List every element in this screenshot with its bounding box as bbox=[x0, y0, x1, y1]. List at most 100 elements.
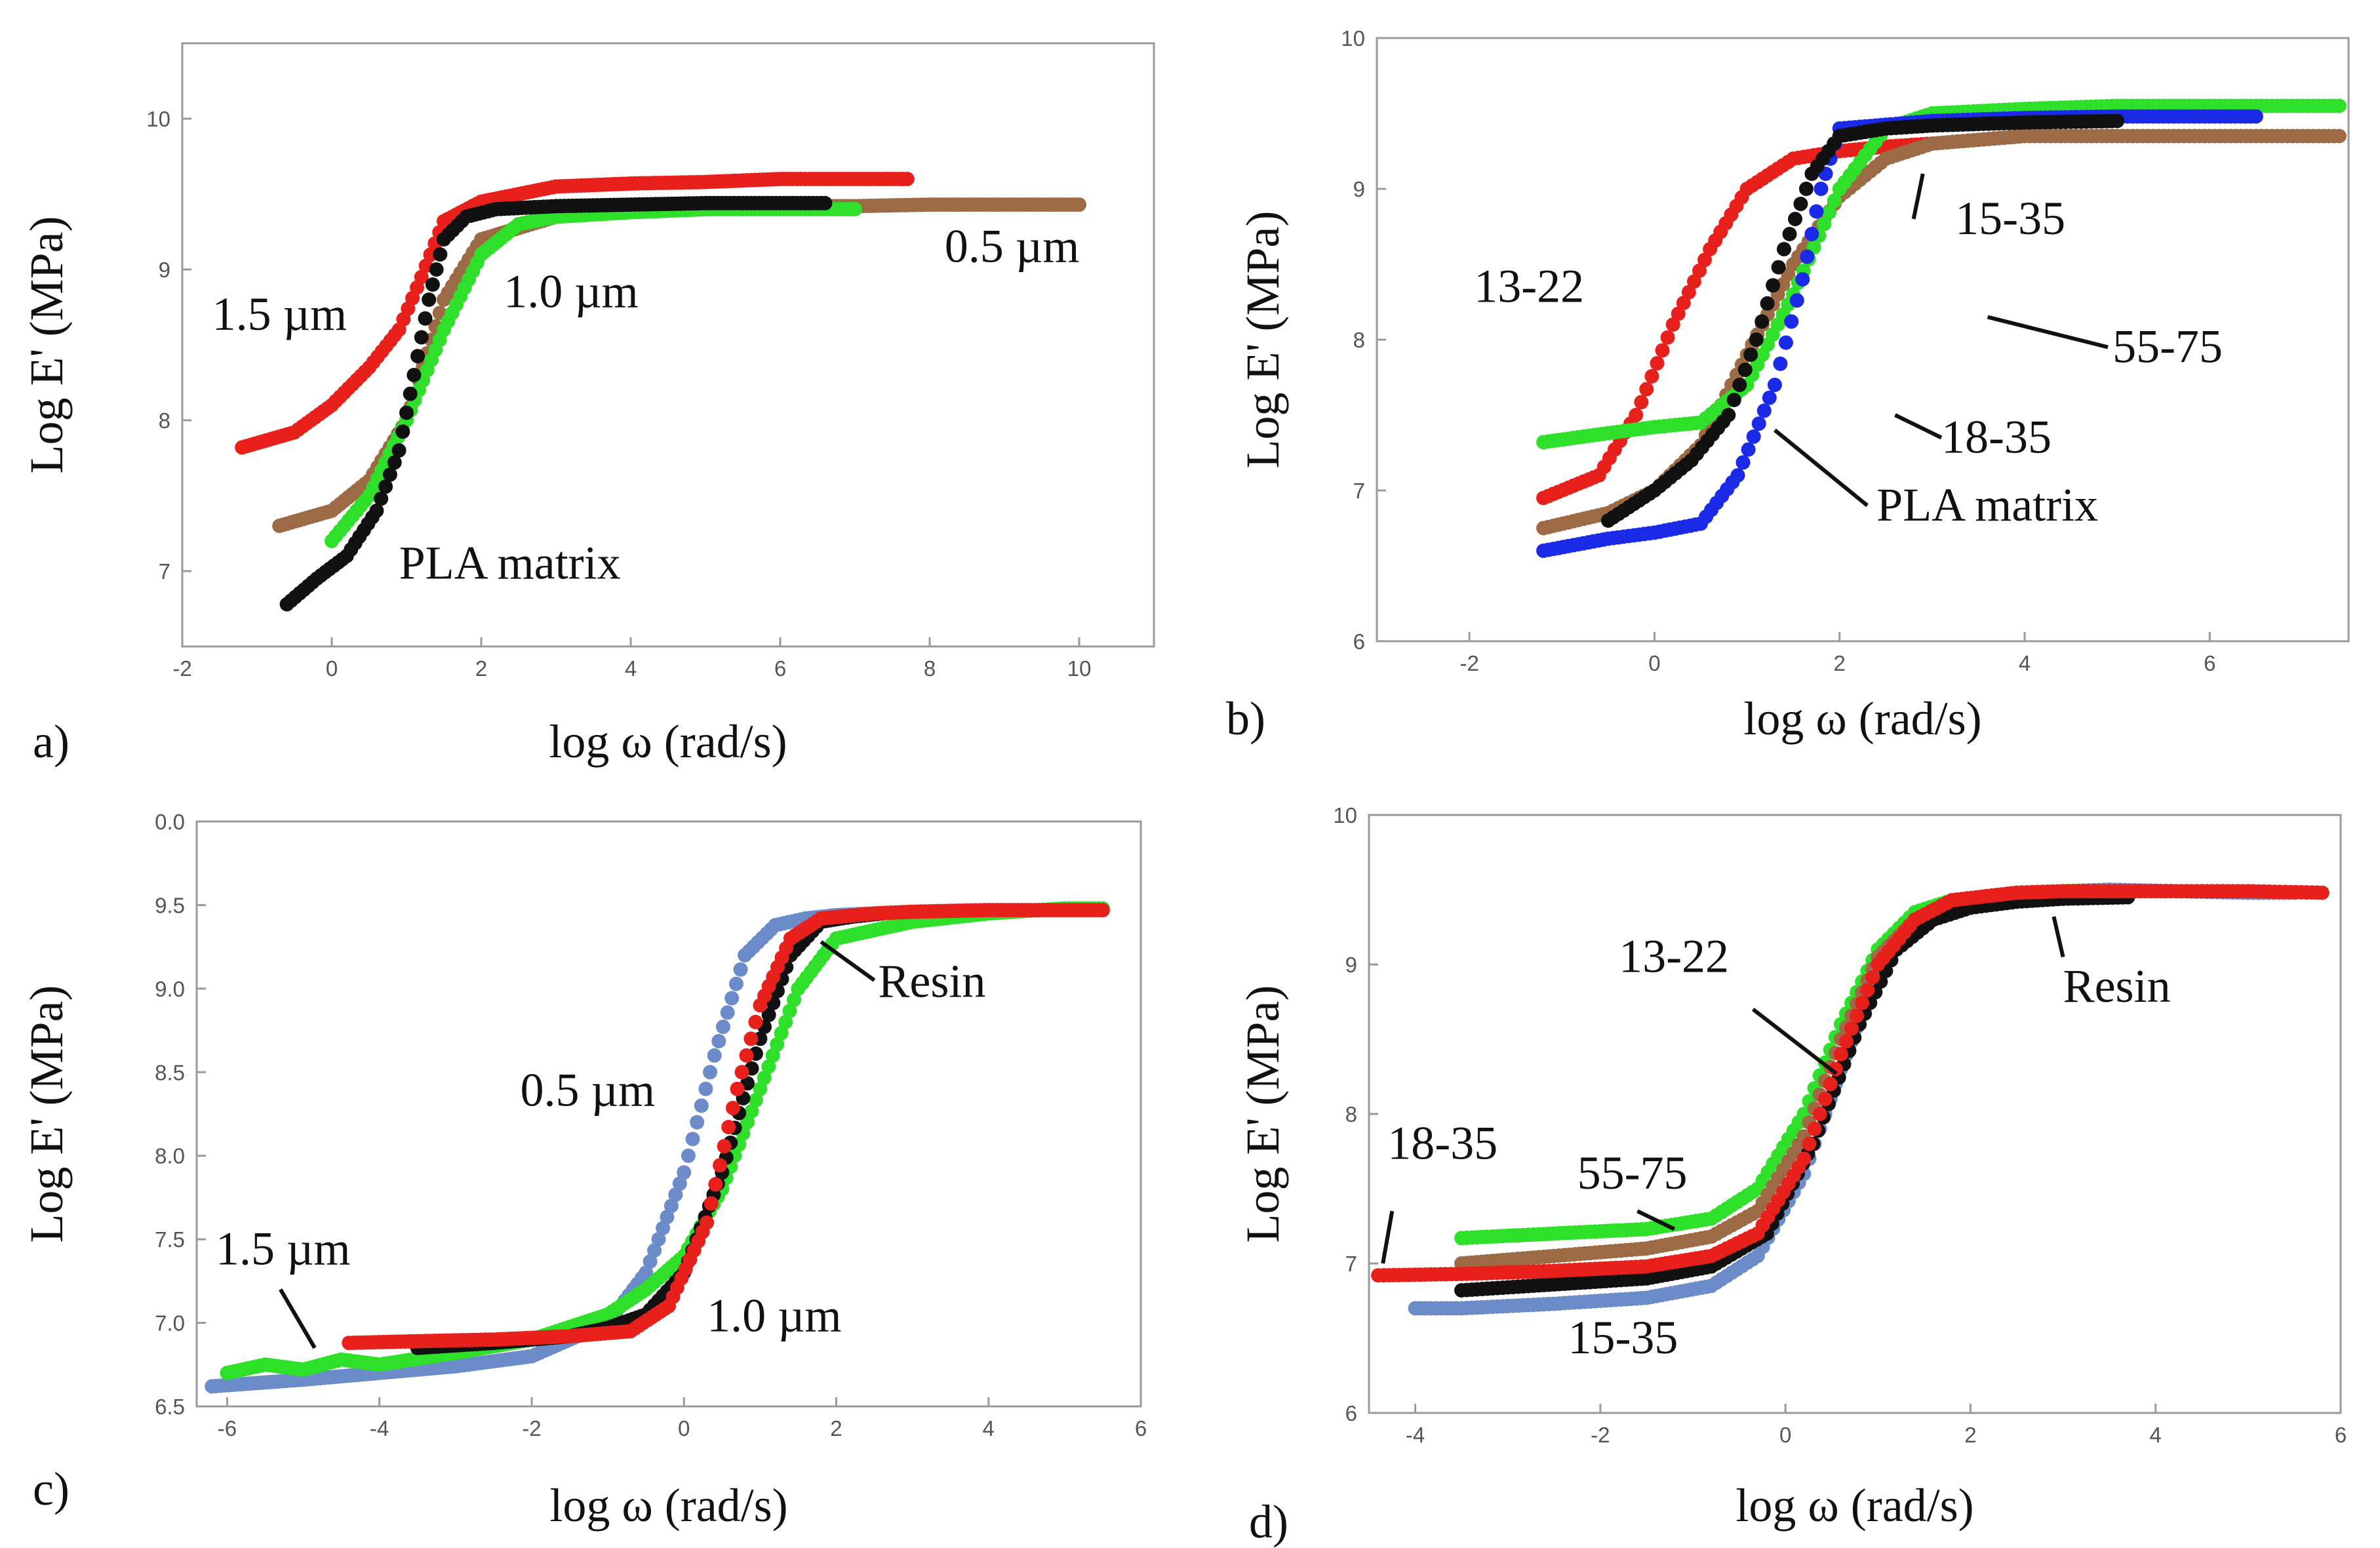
data-point bbox=[1762, 390, 1777, 405]
series-1-0-m bbox=[342, 903, 1110, 1351]
data-point bbox=[1773, 356, 1788, 371]
annotation-label: 13-22 bbox=[1474, 260, 1584, 313]
data-point bbox=[739, 1048, 754, 1063]
data-point bbox=[422, 292, 437, 307]
x-tick-label: -6 bbox=[218, 1416, 237, 1440]
data-point bbox=[770, 1037, 785, 1052]
panel-c: -6 -4 -2 0 2 4 6 6.5 7.0 7.5 8.0 8.5 9.0 9.5 0.0 log ω … bbox=[20, 810, 1147, 1532]
data-point bbox=[730, 1081, 745, 1096]
data-point bbox=[414, 330, 429, 345]
data-point bbox=[1730, 468, 1745, 483]
data-point bbox=[1833, 1046, 1848, 1062]
y-axis-title: Log E' (MPa) bbox=[20, 216, 73, 474]
annotation-label: 13-22 bbox=[1619, 930, 1729, 982]
data-point bbox=[1800, 249, 1815, 264]
data-point bbox=[1789, 293, 1804, 308]
data-point bbox=[787, 992, 801, 1007]
annotation-label: 0.5 µm bbox=[945, 220, 1080, 273]
data-point bbox=[651, 1232, 666, 1247]
y-tick-label: 8 bbox=[1345, 1102, 1357, 1126]
data-point bbox=[717, 1139, 732, 1154]
data-point bbox=[1732, 378, 1747, 392]
annotation-label: PLA matrix bbox=[1876, 479, 2098, 531]
annotation-label: Resin bbox=[2063, 960, 2171, 1012]
data-point bbox=[672, 1176, 687, 1191]
x-tick-label: -2 bbox=[522, 1416, 541, 1440]
data-point bbox=[639, 1265, 654, 1280]
data-point bbox=[369, 504, 384, 518]
data-point bbox=[1855, 995, 1870, 1010]
data-point bbox=[900, 172, 915, 186]
annotation-label: PLA matrix bbox=[399, 537, 621, 589]
x-tick-label: 6 bbox=[774, 656, 786, 681]
x-tick-label: -2 bbox=[172, 656, 191, 681]
data-point bbox=[748, 1092, 763, 1107]
x-tick-label: 6 bbox=[2204, 651, 2215, 675]
data-point bbox=[1807, 1121, 1822, 1136]
data-point bbox=[744, 1031, 759, 1046]
callout-line bbox=[1636, 1209, 1676, 1231]
data-point bbox=[1860, 983, 1875, 998]
series-18-35 bbox=[1371, 884, 2330, 1283]
y-tick-label: 10 bbox=[1333, 803, 1357, 827]
data-point bbox=[1793, 197, 1808, 211]
data-point bbox=[721, 1120, 736, 1134]
annotation-label: 15-35 bbox=[1568, 1311, 1678, 1364]
data-point bbox=[1737, 363, 1753, 377]
data-point bbox=[704, 1196, 719, 1211]
x-tick-label: 2 bbox=[1964, 1423, 1976, 1447]
data-point bbox=[677, 1165, 692, 1180]
data-point bbox=[708, 1177, 723, 1192]
data-point bbox=[1798, 182, 1814, 196]
y-tick-label: 7 bbox=[159, 559, 170, 584]
y-tick-label: 8 bbox=[159, 408, 170, 433]
data-point bbox=[778, 1014, 793, 1029]
y-tick-label: 6 bbox=[1353, 629, 1365, 654]
panel-d: -4 -2 0 2 4 6 6 7 8 9 10 log ω (rad/s) Log E' (MPa) d… bbox=[1237, 803, 2347, 1548]
data-point bbox=[685, 1132, 700, 1147]
data-point bbox=[698, 1081, 713, 1096]
y-tick-label: 7.5 bbox=[155, 1227, 185, 1252]
data-point bbox=[740, 1115, 755, 1130]
data-point bbox=[1660, 330, 1675, 345]
data-point bbox=[707, 1048, 722, 1063]
x-tick-label: 4 bbox=[983, 1416, 995, 1440]
data-point bbox=[818, 195, 833, 210]
data-point bbox=[1686, 274, 1701, 289]
data-point bbox=[2331, 129, 2347, 144]
data-point bbox=[1766, 278, 1781, 293]
data-point bbox=[643, 1254, 658, 1269]
y-tick-label: 9 bbox=[1353, 177, 1365, 201]
data-point bbox=[1749, 332, 1764, 347]
y-tick-label: 8 bbox=[1353, 328, 1365, 352]
data-point bbox=[724, 991, 740, 1006]
y-tick-label: 8.5 bbox=[155, 1060, 185, 1084]
data-point bbox=[1676, 296, 1691, 311]
data-point bbox=[774, 1025, 789, 1041]
data-point bbox=[713, 1158, 727, 1173]
data-point bbox=[782, 1003, 797, 1018]
annotation-label: 1.0 µm bbox=[707, 1289, 842, 1341]
data-point bbox=[410, 349, 426, 364]
x-tick-label: 2 bbox=[830, 1416, 842, 1440]
x-tick-label: -4 bbox=[370, 1416, 389, 1440]
panel-label-b: b) bbox=[1226, 692, 1265, 745]
panel-label-d: d) bbox=[1249, 1496, 1288, 1548]
annotation-label: 15-35 bbox=[1955, 192, 2065, 245]
x-tick-label: 0 bbox=[1648, 651, 1660, 675]
data-point bbox=[1681, 285, 1696, 300]
data-point bbox=[1671, 306, 1686, 321]
data-point bbox=[694, 1098, 709, 1113]
x-tick-label: 0 bbox=[326, 656, 338, 681]
data-point bbox=[2331, 98, 2347, 113]
data-point bbox=[1812, 1107, 1827, 1121]
data-point bbox=[1743, 347, 1758, 362]
data-point bbox=[1795, 272, 1810, 287]
data-point bbox=[1865, 970, 1880, 985]
data-point bbox=[1726, 393, 1741, 407]
data-point bbox=[1095, 903, 1110, 918]
data-point bbox=[1817, 1092, 1833, 1107]
data-point bbox=[429, 262, 444, 277]
data-point bbox=[1796, 1151, 1812, 1166]
